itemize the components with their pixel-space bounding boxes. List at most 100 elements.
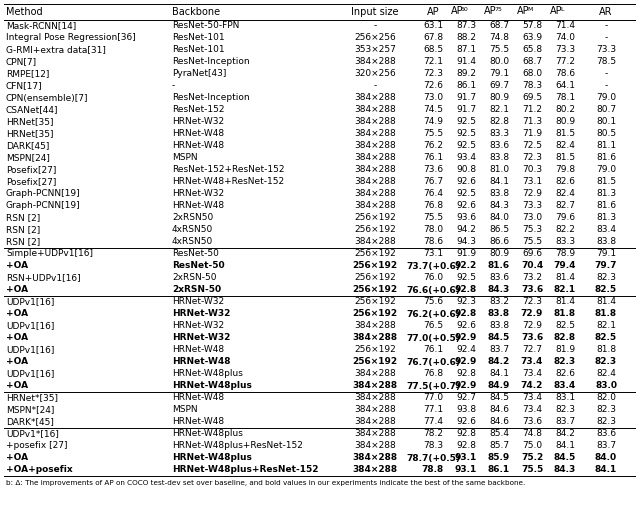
Text: 82.8: 82.8 (554, 334, 576, 343)
Text: -: - (604, 70, 607, 79)
Text: L: L (560, 7, 563, 12)
Text: 82.4: 82.4 (555, 189, 575, 198)
Text: UDPv1[16]: UDPv1[16] (6, 345, 54, 354)
Text: 65.8: 65.8 (522, 46, 542, 54)
Text: 384×288: 384×288 (354, 202, 396, 211)
Text: Simple+UDPv1[16]: Simple+UDPv1[16] (6, 250, 93, 259)
Text: 75.5: 75.5 (522, 237, 542, 246)
Text: 72.1: 72.1 (423, 57, 443, 66)
Text: 384×288: 384×288 (354, 429, 396, 438)
Text: 384×288: 384×288 (354, 189, 396, 198)
Text: 83.8: 83.8 (489, 189, 509, 198)
Text: 73.6: 73.6 (423, 165, 443, 174)
Text: HRNet-W48+ResNet-152: HRNet-W48+ResNet-152 (172, 178, 284, 187)
Text: 81.6: 81.6 (488, 262, 510, 270)
Text: 71.9: 71.9 (522, 129, 542, 138)
Text: +posefix [27]: +posefix [27] (6, 442, 67, 451)
Text: 78.2: 78.2 (423, 429, 443, 438)
Text: 78.1: 78.1 (555, 94, 575, 103)
Text: 77.2: 77.2 (555, 57, 575, 66)
Text: +OA: +OA (6, 286, 28, 295)
Text: 92.9: 92.9 (455, 381, 477, 390)
Text: 82.2: 82.2 (555, 226, 575, 235)
Text: 73.7(+0.6): 73.7(+0.6) (406, 262, 460, 270)
Text: 384×288: 384×288 (354, 105, 396, 114)
Text: 94.3: 94.3 (456, 237, 476, 246)
Text: 83.4: 83.4 (596, 226, 616, 235)
Text: 84.3: 84.3 (489, 202, 509, 211)
Text: 93.1: 93.1 (455, 453, 477, 462)
Text: UDPv1[16]: UDPv1[16] (6, 370, 54, 378)
Text: 73.3: 73.3 (555, 46, 575, 54)
Text: 73.6: 73.6 (521, 286, 543, 295)
Text: MSPN*[24]: MSPN*[24] (6, 405, 54, 414)
Text: 4xRSN50: 4xRSN50 (172, 237, 213, 246)
Text: 89.2: 89.2 (456, 70, 476, 79)
Text: 92.6: 92.6 (456, 418, 476, 427)
Text: +OA: +OA (6, 381, 28, 390)
Text: ResNet-101: ResNet-101 (172, 34, 225, 43)
Text: 83.8: 83.8 (489, 321, 509, 330)
Text: PyraNet[43]: PyraNet[43] (172, 70, 227, 79)
Text: 256×192: 256×192 (354, 250, 396, 259)
Text: 256×256: 256×256 (354, 34, 396, 43)
Text: b: Δ: The improvements of AP on COCO test-dev set over baseline, and bold values: b: Δ: The improvements of AP on COCO tes… (6, 480, 525, 486)
Text: RMPE[12]: RMPE[12] (6, 70, 49, 79)
Text: CPN[7]: CPN[7] (6, 57, 37, 66)
Text: 71.3: 71.3 (522, 118, 542, 127)
Text: HRNet-W48plus: HRNet-W48plus (172, 453, 252, 462)
Text: 71.2: 71.2 (522, 105, 542, 114)
Text: 73.6: 73.6 (522, 418, 542, 427)
Text: 93.1: 93.1 (455, 466, 477, 475)
Text: 82.6: 82.6 (555, 370, 575, 378)
Text: -: - (373, 21, 376, 30)
Text: Integral Pose Regression[36]: Integral Pose Regression[36] (6, 34, 136, 43)
Text: 384×288: 384×288 (354, 442, 396, 451)
Text: HRNet-W48: HRNet-W48 (172, 129, 224, 138)
Text: 81.6: 81.6 (596, 202, 616, 211)
Text: 84.6: 84.6 (489, 405, 509, 414)
Text: 79.7: 79.7 (595, 262, 617, 270)
Text: AP: AP (427, 7, 439, 17)
Text: G-RMI+extra data[31]: G-RMI+extra data[31] (6, 46, 106, 54)
Text: 84.5: 84.5 (489, 394, 509, 403)
Text: 68.7: 68.7 (489, 21, 509, 30)
Text: 384×288: 384×288 (354, 237, 396, 246)
Text: 73.4: 73.4 (522, 370, 542, 378)
Text: 80.7: 80.7 (596, 105, 616, 114)
Text: 82.0: 82.0 (596, 394, 616, 403)
Text: CPN(ensemble)[7]: CPN(ensemble)[7] (6, 94, 88, 103)
Text: 81.4: 81.4 (596, 297, 616, 306)
Text: 81.8: 81.8 (596, 345, 616, 354)
Text: 83.1: 83.1 (555, 394, 575, 403)
Text: 91.7: 91.7 (456, 94, 476, 103)
Text: Graph-PCNN[19]: Graph-PCNN[19] (6, 202, 81, 211)
Text: -: - (604, 81, 607, 90)
Text: 92.4: 92.4 (456, 345, 476, 354)
Text: 85.4: 85.4 (489, 429, 509, 438)
Text: 76.2: 76.2 (423, 142, 443, 151)
Text: 92.7: 92.7 (456, 394, 476, 403)
Text: ResNet-Inception: ResNet-Inception (172, 94, 250, 103)
Text: 78.6: 78.6 (423, 237, 443, 246)
Text: 76.7(+0.6): 76.7(+0.6) (406, 358, 460, 367)
Text: 77.0(+0.5): 77.0(+0.5) (406, 334, 460, 343)
Text: 81.1: 81.1 (596, 142, 616, 151)
Text: 75.0: 75.0 (522, 442, 542, 451)
Text: 82.3: 82.3 (596, 273, 616, 282)
Text: 72.3: 72.3 (522, 154, 542, 162)
Text: DARK*[45]: DARK*[45] (6, 418, 54, 427)
Text: 74.8: 74.8 (522, 429, 542, 438)
Text: 83.3: 83.3 (489, 129, 509, 138)
Text: 84.1: 84.1 (555, 442, 575, 451)
Text: HRNet-W32: HRNet-W32 (172, 321, 224, 330)
Text: 72.5: 72.5 (522, 142, 542, 151)
Text: 82.3: 82.3 (596, 418, 616, 427)
Text: 76.6(+0.6): 76.6(+0.6) (406, 286, 460, 295)
Text: 92.8: 92.8 (456, 442, 476, 451)
Text: RSN [2]: RSN [2] (6, 237, 40, 246)
Text: 76.2(+0.6): 76.2(+0.6) (406, 310, 460, 319)
Text: 73.4: 73.4 (521, 358, 543, 367)
Text: 72.6: 72.6 (423, 81, 443, 90)
Text: 73.6: 73.6 (521, 334, 543, 343)
